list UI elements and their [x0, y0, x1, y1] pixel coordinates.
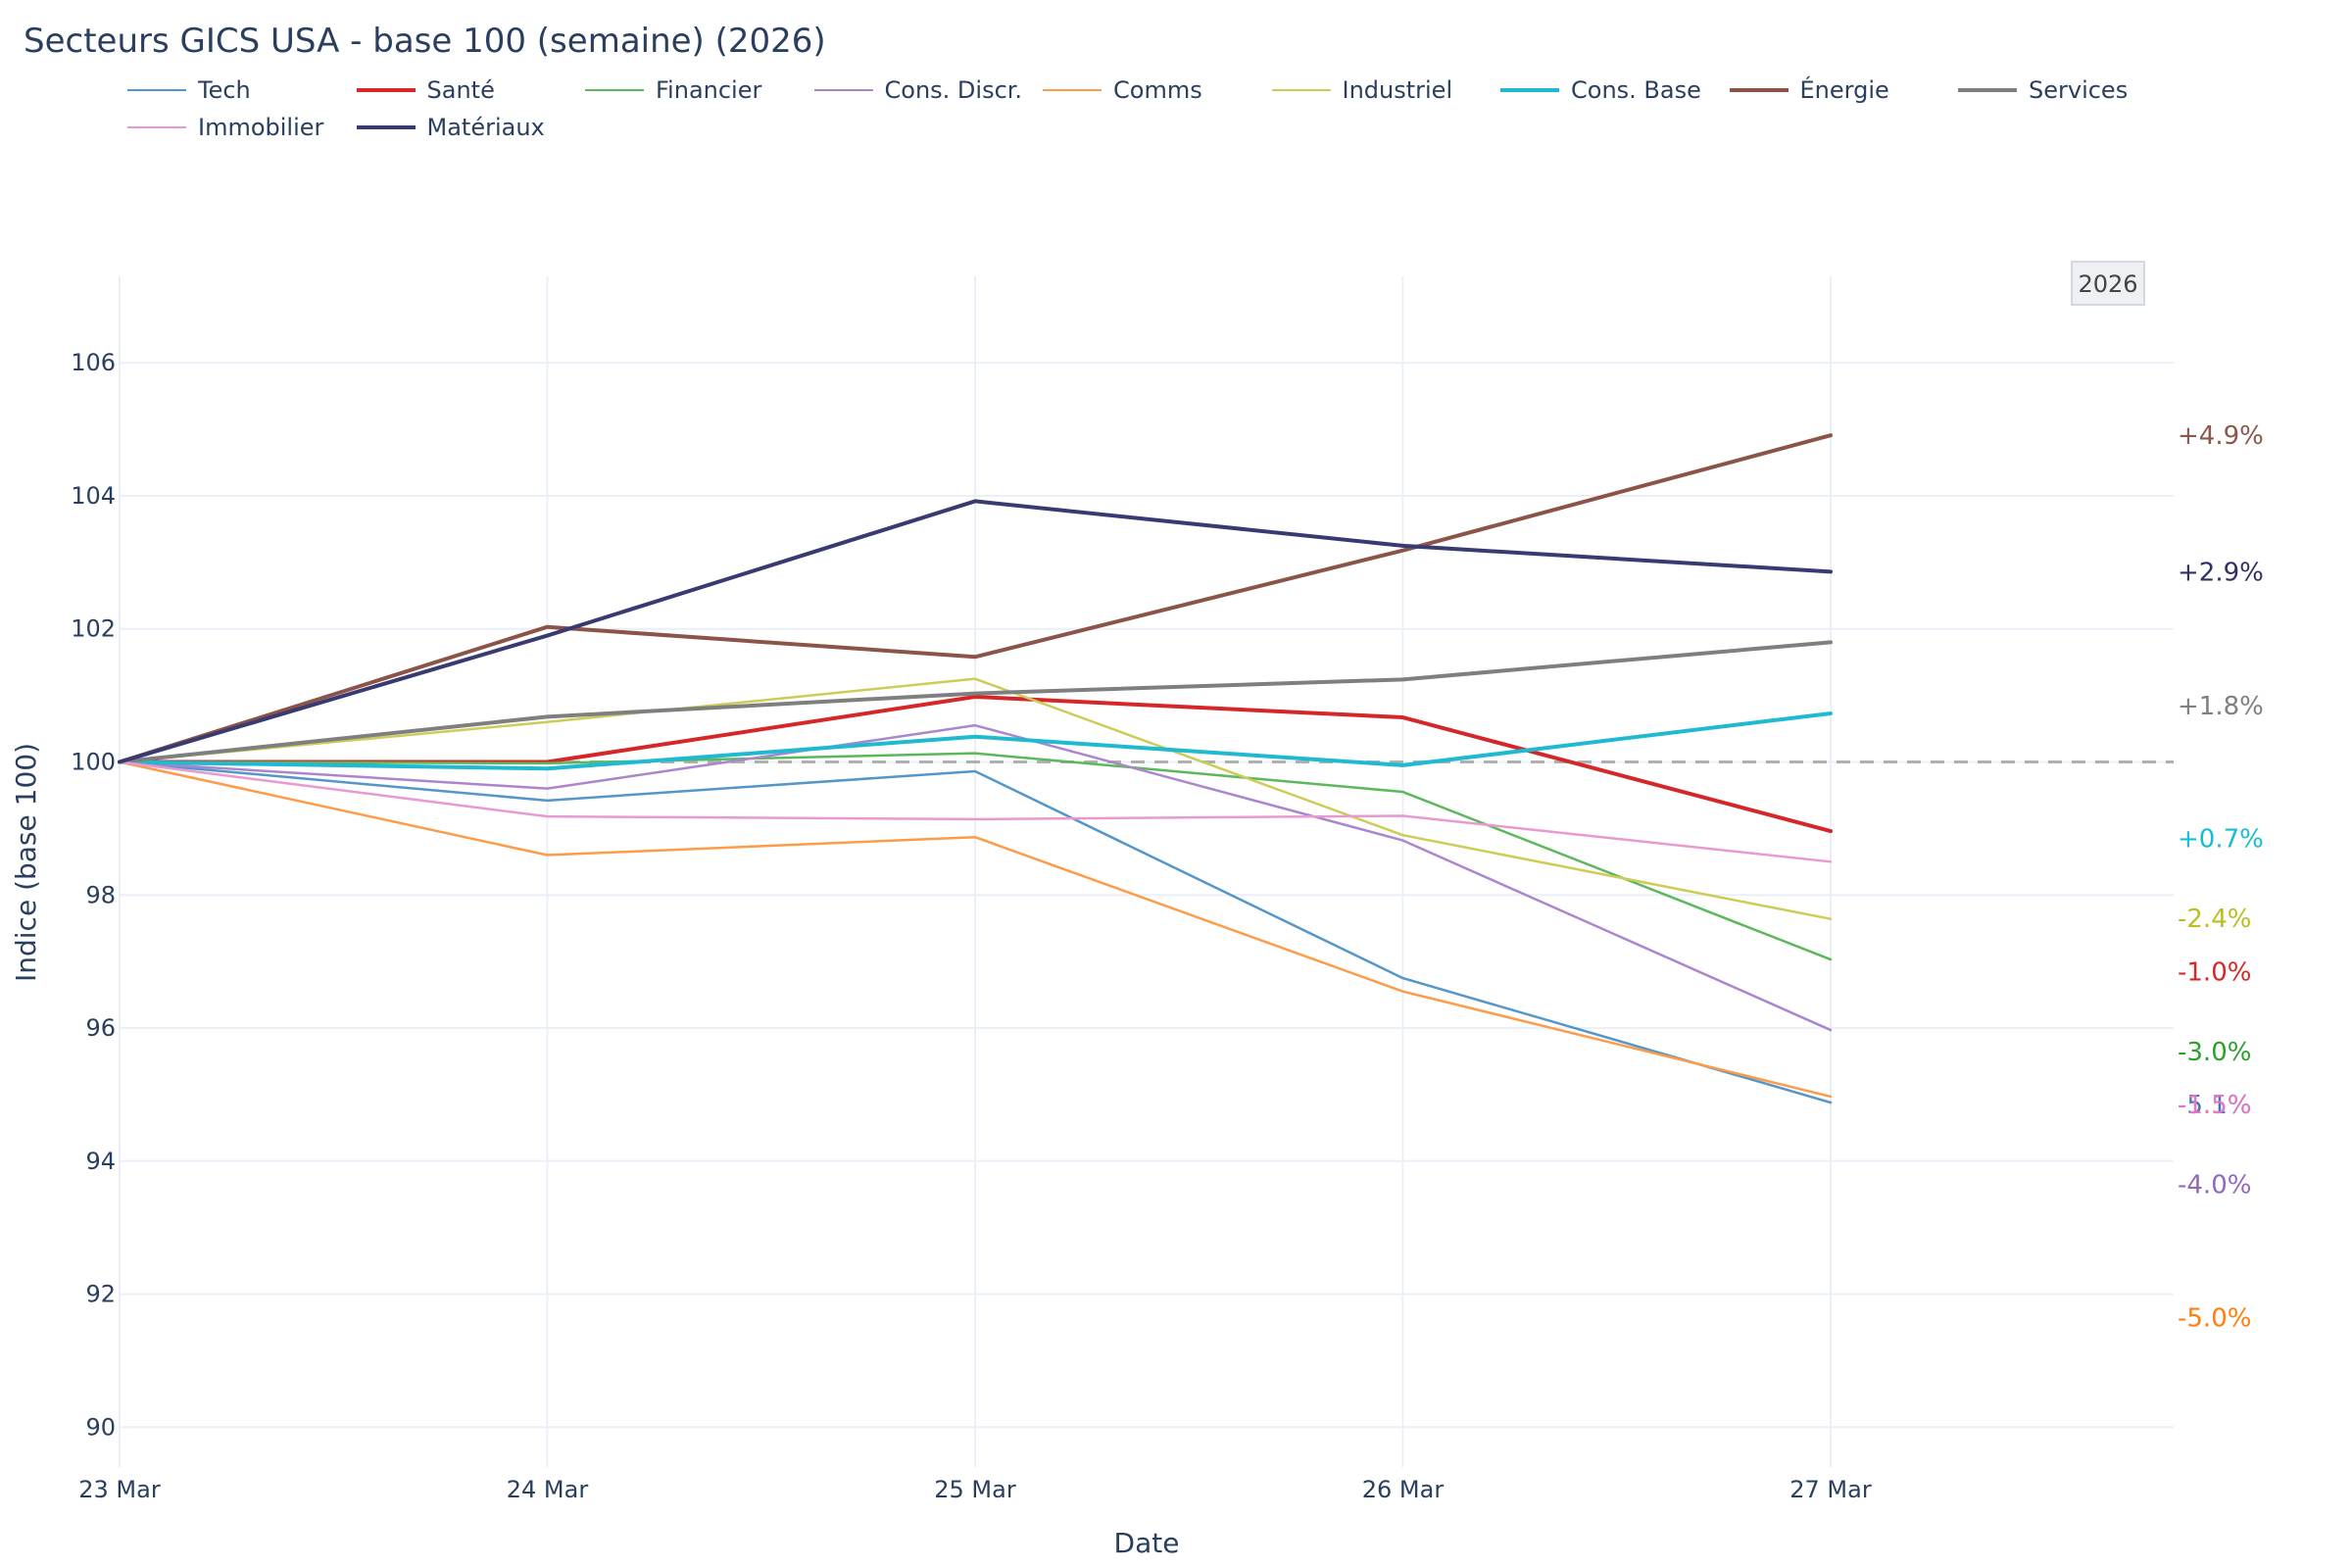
y-tick-label: 98	[85, 881, 116, 908]
legend-label: Tech	[198, 76, 251, 104]
legend-label: Services	[2029, 76, 2129, 104]
legend-item-financier[interactable]: Financier	[585, 73, 761, 108]
end-label-materiaux: +2.9%	[2178, 558, 2264, 587]
legend-label: Cons. Base	[1571, 76, 1701, 104]
end-label-immobilier: -1.5%	[2178, 1091, 2251, 1120]
y-tick-label: 102	[71, 615, 116, 643]
legend-swatch	[1958, 88, 2017, 92]
end-label-services: +1.8%	[2178, 692, 2264, 721]
legend-item-services[interactable]: Services	[1958, 73, 2128, 108]
legend-swatch	[1729, 88, 1788, 92]
legend-swatch	[356, 88, 416, 92]
series-lines	[118, 433, 1833, 1104]
series-line-cons-base[interactable]	[118, 710, 1833, 771]
series-line-tech[interactable]	[118, 760, 1833, 1104]
x-tick-label: 27 Mar	[1789, 1476, 1872, 1503]
series-line-materiaux[interactable]	[118, 499, 1833, 764]
end-label-energie: +4.9%	[2178, 421, 2264, 451]
legend-label: Immobilier	[198, 114, 324, 141]
legend-swatch	[1271, 89, 1331, 91]
series-line-comms[interactable]	[118, 760, 1833, 1099]
legend-item-cons-base[interactable]: Cons. Base	[1500, 73, 1701, 108]
legend-swatch	[356, 125, 416, 129]
end-label-cons-discr: -4.0%	[2178, 1171, 2251, 1200]
legend-label: Comms	[1113, 76, 1202, 104]
legend-label: Matériaux	[426, 114, 545, 141]
year-badge: 2026	[2071, 261, 2145, 306]
end-label-comms: -5.0%	[2178, 1303, 2251, 1333]
legend-item-immobilier[interactable]: Immobilier	[127, 110, 323, 145]
chart-title: Secteurs GICS USA - base 100 (semaine) (…	[24, 22, 826, 61]
y-tick-label: 104	[71, 482, 116, 510]
series-line-cons-discr[interactable]	[118, 723, 1833, 1032]
y-tick-label: 106	[71, 349, 116, 376]
series-line-energie[interactable]	[118, 433, 1833, 764]
legend-label: Financier	[656, 76, 762, 104]
y-axis-title: Indice (base 100)	[10, 743, 42, 982]
end-labels: -5.1% -1.0% -3.0% -4.0% -5.0% -2.4% +0.7% +4.9%…	[2178, 421, 2264, 1333]
legend-item-tech[interactable]: Tech	[127, 73, 251, 108]
y-tick-label: 94	[85, 1148, 116, 1175]
legend-item-comms[interactable]: Comms	[1043, 73, 1202, 108]
legend-swatch	[1043, 89, 1102, 91]
end-label-sante: -1.0%	[2178, 957, 2251, 987]
legend-label: Énergie	[1799, 76, 1889, 104]
end-label-tech: -5.1%	[2178, 1091, 2251, 1120]
legend-label: Industriel	[1342, 76, 1453, 104]
x-tick-label: 24 Mar	[507, 1476, 589, 1503]
legend-label: Cons. Discr.	[884, 76, 1023, 104]
legend-swatch	[127, 126, 186, 128]
legend-label: Santé	[426, 76, 495, 104]
legend-item-industriel[interactable]: Industriel	[1271, 73, 1453, 108]
x-tick-label: 26 Mar	[1362, 1476, 1445, 1503]
legend-item-materiaux[interactable]: Matériaux	[356, 110, 545, 145]
y-tick-label: 92	[85, 1281, 116, 1308]
legend-item-sante[interactable]: Santé	[356, 73, 495, 108]
x-tick-label: 23 Mar	[78, 1476, 161, 1503]
series-line-financier[interactable]	[118, 752, 1833, 961]
series-line-industriel[interactable]	[118, 677, 1833, 920]
y-tick-label: 90	[85, 1413, 116, 1441]
legend-swatch	[127, 89, 186, 91]
y-tick-label: 100	[71, 749, 116, 776]
end-label-industriel: -2.4%	[2178, 905, 2251, 934]
series-line-immobilier[interactable]	[118, 760, 1833, 863]
legend-swatch	[1500, 88, 1559, 92]
series-line-services[interactable]	[118, 640, 1833, 764]
legend-swatch	[585, 89, 644, 91]
legend-item-energie[interactable]: Énergie	[1729, 73, 1889, 108]
gridlines	[119, 276, 2174, 1467]
year-badge-text: 2026	[2078, 270, 2137, 298]
end-label-financier: -3.0%	[2178, 1038, 2251, 1067]
y-tick-label: 96	[85, 1014, 116, 1042]
end-label-cons-base: +0.7%	[2178, 825, 2264, 855]
legend-swatch	[813, 89, 873, 91]
x-tick-label: 25 Mar	[934, 1476, 1016, 1503]
x-axis-title: Date	[1114, 1527, 1180, 1559]
legend-item-cons-discr[interactable]: Cons. Discr.	[813, 73, 1023, 108]
